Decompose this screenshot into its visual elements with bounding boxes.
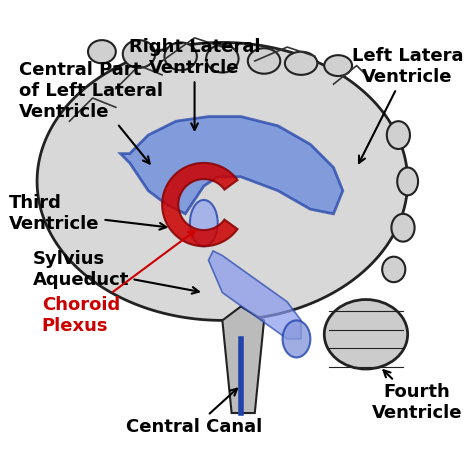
Text: Fourth
Ventricle: Fourth Ventricle [372, 370, 462, 422]
Text: Sylvius
Aqueduct: Sylvius Aqueduct [32, 250, 199, 294]
Polygon shape [222, 307, 264, 413]
Ellipse shape [324, 300, 408, 369]
Text: Central Part
of Left Lateral
Ventricle: Central Part of Left Lateral Ventricle [18, 61, 163, 164]
Polygon shape [162, 163, 237, 246]
Ellipse shape [283, 320, 310, 357]
Ellipse shape [206, 45, 238, 73]
Ellipse shape [190, 200, 218, 246]
Ellipse shape [324, 55, 352, 76]
Ellipse shape [392, 214, 415, 242]
Text: Central Canal: Central Canal [127, 389, 263, 436]
Ellipse shape [387, 121, 410, 149]
Polygon shape [120, 117, 343, 214]
Text: Left Latera
Ventricle: Left Latera Ventricle [352, 47, 464, 163]
Text: Choroid
Plexus: Choroid Plexus [42, 231, 195, 335]
Ellipse shape [123, 40, 155, 68]
Ellipse shape [397, 167, 418, 195]
Ellipse shape [164, 43, 197, 70]
Text: Right Lateral
Ventricle: Right Lateral Ventricle [129, 38, 260, 130]
Ellipse shape [285, 52, 317, 75]
Ellipse shape [248, 48, 280, 74]
Polygon shape [209, 251, 301, 339]
Polygon shape [37, 43, 408, 320]
Text: Third
Ventricle: Third Ventricle [9, 194, 166, 233]
Ellipse shape [382, 257, 405, 282]
Ellipse shape [88, 40, 116, 64]
